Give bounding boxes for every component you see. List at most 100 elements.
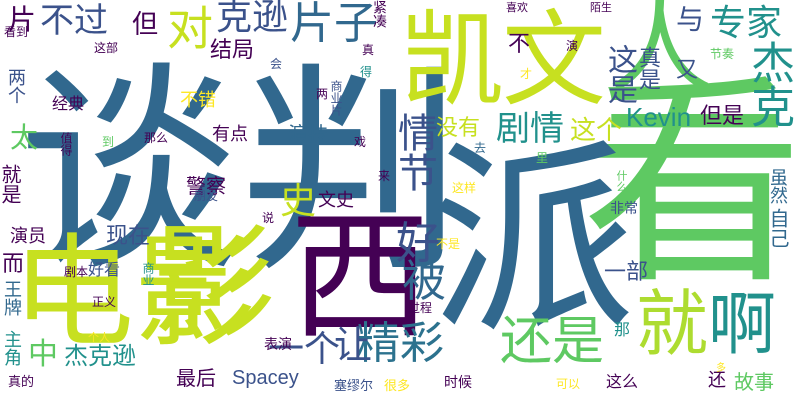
word-shangye: 商业: [141, 262, 155, 286]
word-jingcai: 精彩: [356, 318, 444, 369]
word-a: 啊: [708, 286, 777, 365]
word-zhen: 真: [362, 43, 375, 57]
word-pengyou: 朋友: [194, 189, 219, 203]
word-zhebu: 这部: [94, 41, 119, 55]
word-bu: 不: [508, 32, 531, 57]
word-yanji: 演技: [288, 122, 328, 146]
word-you: 又: [676, 58, 699, 83]
word-zhong: 中: [28, 337, 58, 372]
word-feichang: 非常: [610, 201, 638, 217]
word-henduo: 很多: [384, 379, 411, 394]
word-hai: 还: [708, 370, 726, 391]
word-zhuanjia: 专家: [710, 3, 783, 44]
word-yibu: 一部: [604, 260, 649, 285]
word-shangyepian: 商业片: [329, 80, 343, 116]
word-liangge: 两个: [5, 68, 26, 104]
word-na: 那: [614, 320, 631, 339]
word-qu: 去: [474, 141, 487, 155]
word-rang: 让: [334, 323, 373, 367]
word-zhujue: 主角: [1, 330, 22, 366]
word-xi: 西: [290, 196, 431, 359]
word-kandao: 看到: [4, 25, 29, 39]
word-guocheng: 过程: [408, 301, 433, 315]
word-jiezou: 节奏: [710, 47, 735, 61]
word-ziji: 自己: [766, 208, 790, 248]
word-jiekexun: 杰克逊: [64, 342, 136, 370]
word-zuihou: 最后: [176, 366, 216, 390]
word-kai: 凯: [400, 0, 505, 121]
word-juben: 剧本: [64, 265, 89, 279]
word-haokan: 好看: [88, 260, 121, 279]
word-xianzai: 现在: [106, 224, 151, 249]
word-yu: 与: [676, 3, 705, 36]
word-zhende: 真的: [8, 375, 35, 390]
word-qingjie: 情节: [391, 112, 437, 192]
word-zheme: 这么: [606, 372, 639, 391]
word-jiushi: 就是: [0, 164, 22, 204]
word-tanpan: 谈判: [18, 44, 462, 302]
word-zhengyi: 正义: [92, 295, 117, 309]
word-dianying: 电影: [12, 222, 256, 364]
word-yan: 演: [566, 39, 579, 53]
word-dan: 但: [132, 10, 159, 40]
word-haishi: 还是: [500, 312, 605, 372]
word-buguo: 不过: [40, 1, 108, 41]
word-pianzi: 片子: [290, 0, 378, 49]
word-hui: 会: [270, 57, 283, 71]
word-lai: 来: [378, 169, 391, 183]
word-juqing: 剧情: [496, 109, 564, 149]
word-shihou: 时候: [444, 375, 472, 391]
word-suiran: 虽然: [767, 168, 788, 204]
word-jiu: 就: [636, 282, 709, 366]
word-bucuo: 不错: [180, 90, 216, 111]
word-er: 而: [2, 252, 25, 277]
word-bei: 被: [402, 256, 446, 307]
word-wangpai: 王牌: [1, 280, 22, 316]
word-duo: 多: [716, 363, 726, 374]
word-ying: 影: [152, 212, 277, 356]
word-li: 里: [536, 151, 549, 165]
word-shuo: 说: [262, 211, 275, 225]
word-youdian: 有点: [212, 124, 248, 145]
word-zhenshi: 真是: [635, 46, 660, 90]
word-zhide: 值得: [59, 132, 73, 156]
word-danshi: 但是: [700, 104, 745, 129]
word-zhege: 这个: [570, 116, 623, 146]
word-de: 得: [360, 65, 373, 79]
word-keyi: 可以: [556, 377, 581, 391]
word-jingdian: 经典: [52, 94, 85, 113]
word-kexun: 克逊: [216, 0, 289, 38]
word-wenshi: 文史: [318, 190, 354, 211]
word-zheyang: 这样: [452, 181, 477, 195]
word-jieju: 结局: [210, 38, 255, 63]
word-xihuan: 喜欢: [506, 1, 528, 14]
word-saimiuer: 塞缪尔: [334, 379, 374, 394]
word-spacey: Spacey: [232, 367, 299, 389]
word-shenme: 什么: [615, 170, 628, 192]
word-ren: 人: [608, 0, 713, 107]
word-kan: 看: [582, 56, 800, 314]
word-gushi: 故事: [734, 370, 774, 394]
word-pian: 片: [8, 3, 37, 36]
word-tai: 太: [10, 121, 39, 154]
word-jieke: 杰克: [743, 40, 794, 128]
word-biaoyan: 表演: [264, 337, 292, 353]
word-pai: 派: [430, 123, 635, 361]
word-shi: 史: [280, 181, 317, 222]
word-xi-small: 戏: [354, 135, 367, 149]
word-jingcha: 警察: [186, 174, 226, 198]
word-hao: 好: [396, 218, 440, 269]
word-zheshi: 这是: [602, 44, 637, 104]
word-yanyuan: 演员: [10, 226, 46, 247]
word-wen: 文: [502, 0, 607, 121]
word-dui: 对: [160, 4, 214, 50]
word-yige: 一个: [268, 329, 341, 370]
word-liang: 两: [316, 87, 329, 101]
word-jincou: 紧凑: [371, 0, 387, 28]
word-name: 那么: [144, 131, 169, 145]
word-meiyou: 没有: [436, 116, 481, 141]
word-kevin: Kevin: [626, 102, 692, 132]
word-geren: 个人: [88, 331, 110, 344]
word-dao: 到: [102, 135, 115, 149]
